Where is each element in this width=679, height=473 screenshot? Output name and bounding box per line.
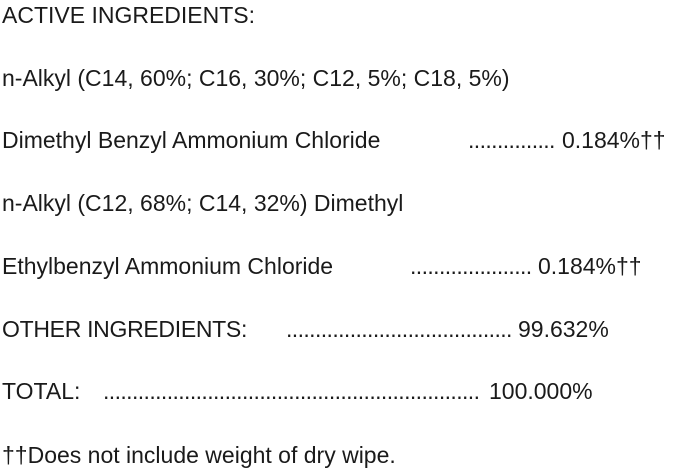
ingredient-2-name: Ethylbenzyl Ammonium Chloride: [2, 253, 334, 279]
ingredient-2-row: Ethylbenzyl Ammonium Chloride ..........…: [2, 251, 679, 281]
total-percentage: 100.000%: [489, 378, 593, 404]
active-ingredients-heading: ACTIVE INGREDIENTS:: [2, 2, 256, 28]
other-ingredients-row: OTHER INGREDIENTS: .....................…: [2, 314, 679, 344]
ingredient-1-percentage: 0.184%††: [562, 127, 666, 153]
footnote: ††Does not include weight of dry wipe.: [2, 442, 396, 468]
dot-leader: ...................................: [410, 253, 532, 279]
ingredient-1-row: Dimethyl Benzyl Ammonium Chloride ......…: [2, 125, 679, 155]
ingredient-1-composition: n-Alkyl (C14, 60%; C16, 30%; C12, 5%; C1…: [2, 65, 510, 91]
other-ingredients-label: OTHER INGREDIENTS:: [2, 316, 248, 342]
ingredient-2-percentage: 0.184%††: [538, 253, 642, 279]
other-ingredients-percentage: 99.632%: [518, 316, 609, 342]
ingredient-1-name: Dimethyl Benzyl Ammonium Chloride: [2, 127, 381, 153]
dot-leader: ........................................…: [286, 316, 512, 342]
total-row: TOTAL: .................................…: [2, 376, 679, 406]
dot-leader: ........................................…: [103, 378, 481, 404]
total-label: TOTAL:: [2, 378, 81, 404]
ingredient-2-composition: n-Alkyl (C12, 68%; C14, 32%) Dimethyl: [2, 190, 404, 216]
dot-leader: ...................................: [468, 127, 556, 153]
